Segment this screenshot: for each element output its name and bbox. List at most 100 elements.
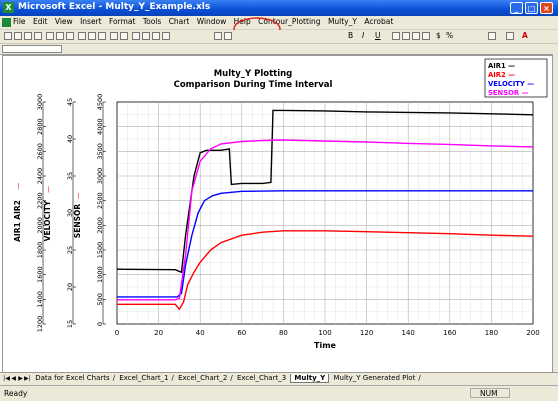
tab-data-for-excel-charts[interactable]: Data for Excel Charts [35, 374, 110, 382]
y-tick-label: 3500 [96, 143, 104, 160]
vertical-scrollbar[interactable] [553, 54, 558, 372]
menu-help[interactable]: Help [233, 17, 251, 26]
y-tick-label: 2800 [36, 118, 44, 135]
borders-icon[interactable] [488, 32, 496, 40]
next-sheet-icon[interactable]: ▶ [18, 375, 23, 382]
menu-insert[interactable]: Insert [80, 17, 102, 26]
hyperlink-icon[interactable] [132, 32, 140, 40]
x-tick-label: 0 [115, 329, 119, 337]
tab-excel-chart-3[interactable]: Excel_Chart_3 [236, 374, 287, 382]
tab-excel-chart-2[interactable]: Excel_Chart_2 [178, 374, 228, 382]
chart-wizard-icon[interactable] [162, 32, 170, 40]
chart-title: Multy_Y Plotting [214, 69, 293, 79]
y-axis-label: VELOCITY [43, 200, 52, 241]
first-sheet-icon[interactable]: |◀ [3, 375, 10, 382]
y-tick-label: 25 [66, 246, 74, 254]
cut-icon[interactable] [78, 32, 86, 40]
y-tick-label: 2000 [96, 217, 104, 234]
print-icon[interactable] [46, 32, 54, 40]
y-tick-label: 2400 [36, 168, 44, 185]
series-line-air1 [116, 109, 534, 274]
underline-button[interactable]: U [375, 31, 381, 40]
x-axis-label: Time [314, 341, 337, 350]
menu-multy-y[interactable]: Multy_Y [327, 17, 357, 26]
y-tick-label: 1000 [96, 266, 104, 283]
tab-navigation: |◀◀ ▶▶| [3, 374, 31, 382]
y-tick-label: 2600 [36, 143, 44, 160]
y-tick-label: 35 [66, 172, 74, 180]
y-axis-marker: — [14, 183, 22, 190]
workbook-icon[interactable] [2, 18, 11, 27]
menu-contour-plotting[interactable]: Contour_Plotting [258, 17, 321, 26]
x-tick-label: 160 [443, 329, 456, 337]
align-left-icon[interactable] [392, 32, 400, 40]
paste-icon[interactable] [98, 32, 106, 40]
tab-multy-y[interactable]: Multy_Y [290, 374, 330, 383]
maximize-button[interactable]: □ [525, 2, 538, 14]
print-preview-icon[interactable] [56, 32, 64, 40]
spelling-icon[interactable] [66, 32, 74, 40]
currency-button[interactable]: $ [436, 31, 441, 40]
menu-edit[interactable]: Edit [32, 17, 48, 26]
last-sheet-icon[interactable]: ▶| [24, 375, 31, 382]
x-tick-label: 100 [318, 329, 331, 337]
macro-icon[interactable] [214, 32, 222, 40]
status-cell [470, 388, 510, 398]
zoom-icon[interactable] [224, 32, 232, 40]
menu-format[interactable]: Format [108, 17, 136, 26]
open-icon[interactable] [14, 32, 22, 40]
permission-icon[interactable] [34, 32, 42, 40]
standard-toolbar: B I U $ % A [0, 30, 558, 44]
x-tick-label: 60 [237, 329, 246, 337]
formula-bar [0, 44, 558, 54]
menu-window[interactable]: Window [196, 17, 227, 26]
y-tick-label: 2000 [36, 217, 44, 234]
fill-color-icon[interactable] [506, 32, 514, 40]
chart-area[interactable]: Multy_Y Plotting Comparison During Time I… [2, 55, 553, 373]
y-tick-label: 4000 [96, 118, 104, 135]
menu-file[interactable]: File [13, 17, 26, 26]
redo-icon[interactable] [120, 32, 128, 40]
name-box[interactable] [2, 45, 62, 53]
menu-view[interactable]: View [54, 17, 73, 26]
align-right-icon[interactable] [412, 32, 420, 40]
y-tick-label: 20 [66, 283, 74, 291]
italic-button[interactable]: I [362, 31, 365, 40]
status-num: NUM [480, 389, 498, 398]
y-tick-label: 45 [66, 98, 74, 106]
y-tick-label: 1200 [36, 316, 44, 333]
y-axis-marker: — [44, 186, 52, 193]
close-button[interactable]: × [540, 2, 553, 14]
copy-icon[interactable] [88, 32, 96, 40]
menu-tools[interactable]: Tools [142, 17, 162, 26]
x-tick-label: 180 [485, 329, 498, 337]
y-tick-label: 15 [66, 320, 74, 328]
y-tick-label: 500 [96, 293, 104, 305]
percent-button[interactable]: % [446, 31, 454, 40]
minimize-button[interactable]: _ [510, 2, 523, 14]
font-color-icon[interactable]: A [522, 31, 528, 40]
tab-multy-y-generated-plot[interactable]: Multy_Y Generated Plot [333, 374, 416, 382]
prev-sheet-icon[interactable]: ◀ [11, 375, 16, 382]
legend-entry: AIR2 — [488, 71, 515, 79]
status-bar: Ready NUM [0, 385, 558, 401]
y-axis-marker: — [74, 192, 82, 199]
y-tick-label: 1500 [96, 242, 104, 259]
bold-button[interactable]: B [348, 31, 354, 40]
sort-icon[interactable] [152, 32, 160, 40]
x-tick-label: 200 [526, 329, 539, 337]
menu-acrobat[interactable]: Acrobat [364, 17, 394, 26]
new-icon[interactable] [4, 32, 12, 40]
autosum-icon[interactable] [142, 32, 150, 40]
x-tick-label: 40 [196, 329, 205, 337]
undo-icon[interactable] [110, 32, 118, 40]
tab-excel-chart-1[interactable]: Excel_Chart_1 [119, 374, 169, 382]
y-axis-label: AIR1 AIR2 [13, 200, 22, 242]
merge-center-icon[interactable] [422, 32, 430, 40]
chart-sheet: Multy_Y Plotting Comparison During Time I… [0, 54, 558, 373]
window-title: Microsoft Excel - Multy_Y_Example.xls [18, 2, 211, 12]
align-center-icon[interactable] [402, 32, 410, 40]
menu-chart[interactable]: Chart [168, 17, 190, 26]
save-icon[interactable] [24, 32, 32, 40]
